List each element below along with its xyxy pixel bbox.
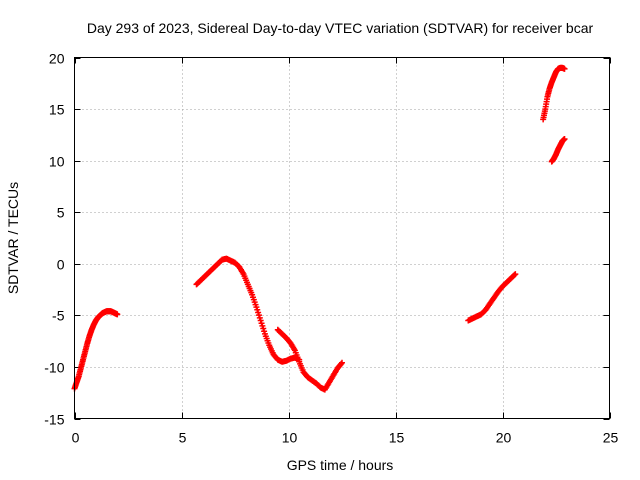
data-point xyxy=(561,65,568,72)
x-tick-label: 15 xyxy=(389,430,405,446)
x-tick-label: 20 xyxy=(496,430,512,446)
series-segment-6 xyxy=(548,135,568,165)
y-tick-label: 20 xyxy=(49,51,65,67)
plot-frame xyxy=(74,57,610,419)
series-segment-1 xyxy=(71,308,121,392)
data-point xyxy=(338,360,345,367)
axis-ticks: 0 5 10 15 20 25 -15 -10 -5 0 5 10 15 20 xyxy=(44,51,618,446)
data-point xyxy=(512,271,519,278)
y-axis-label: SDTVAR / TECUs xyxy=(5,182,21,294)
y-tick-label: 0 xyxy=(57,257,65,273)
series-segment-4 xyxy=(465,271,519,324)
x-tick-label: 0 xyxy=(72,430,80,446)
y-tick-label: -10 xyxy=(44,360,64,376)
data-points xyxy=(71,64,568,393)
y-tick-label: -15 xyxy=(44,412,64,428)
y-tick-label: -5 xyxy=(52,308,65,324)
y-tick-label: 10 xyxy=(49,154,65,170)
y-tick-label: 5 xyxy=(57,205,65,221)
data-point xyxy=(511,271,518,278)
data-point xyxy=(561,135,568,142)
x-axis-label: GPS time / hours xyxy=(287,457,394,473)
data-point xyxy=(114,311,121,318)
data-point xyxy=(339,359,345,366)
series-segment-5 xyxy=(540,64,568,123)
y-tick-label: 15 xyxy=(49,102,65,118)
x-tick-label: 25 xyxy=(603,430,619,446)
x-tick-label: 10 xyxy=(282,430,298,446)
x-tick-label: 5 xyxy=(179,430,187,446)
chart-title: Day 293 of 2023, Sidereal Day-to-day VTE… xyxy=(87,20,594,36)
series-segment-3 xyxy=(274,326,345,393)
